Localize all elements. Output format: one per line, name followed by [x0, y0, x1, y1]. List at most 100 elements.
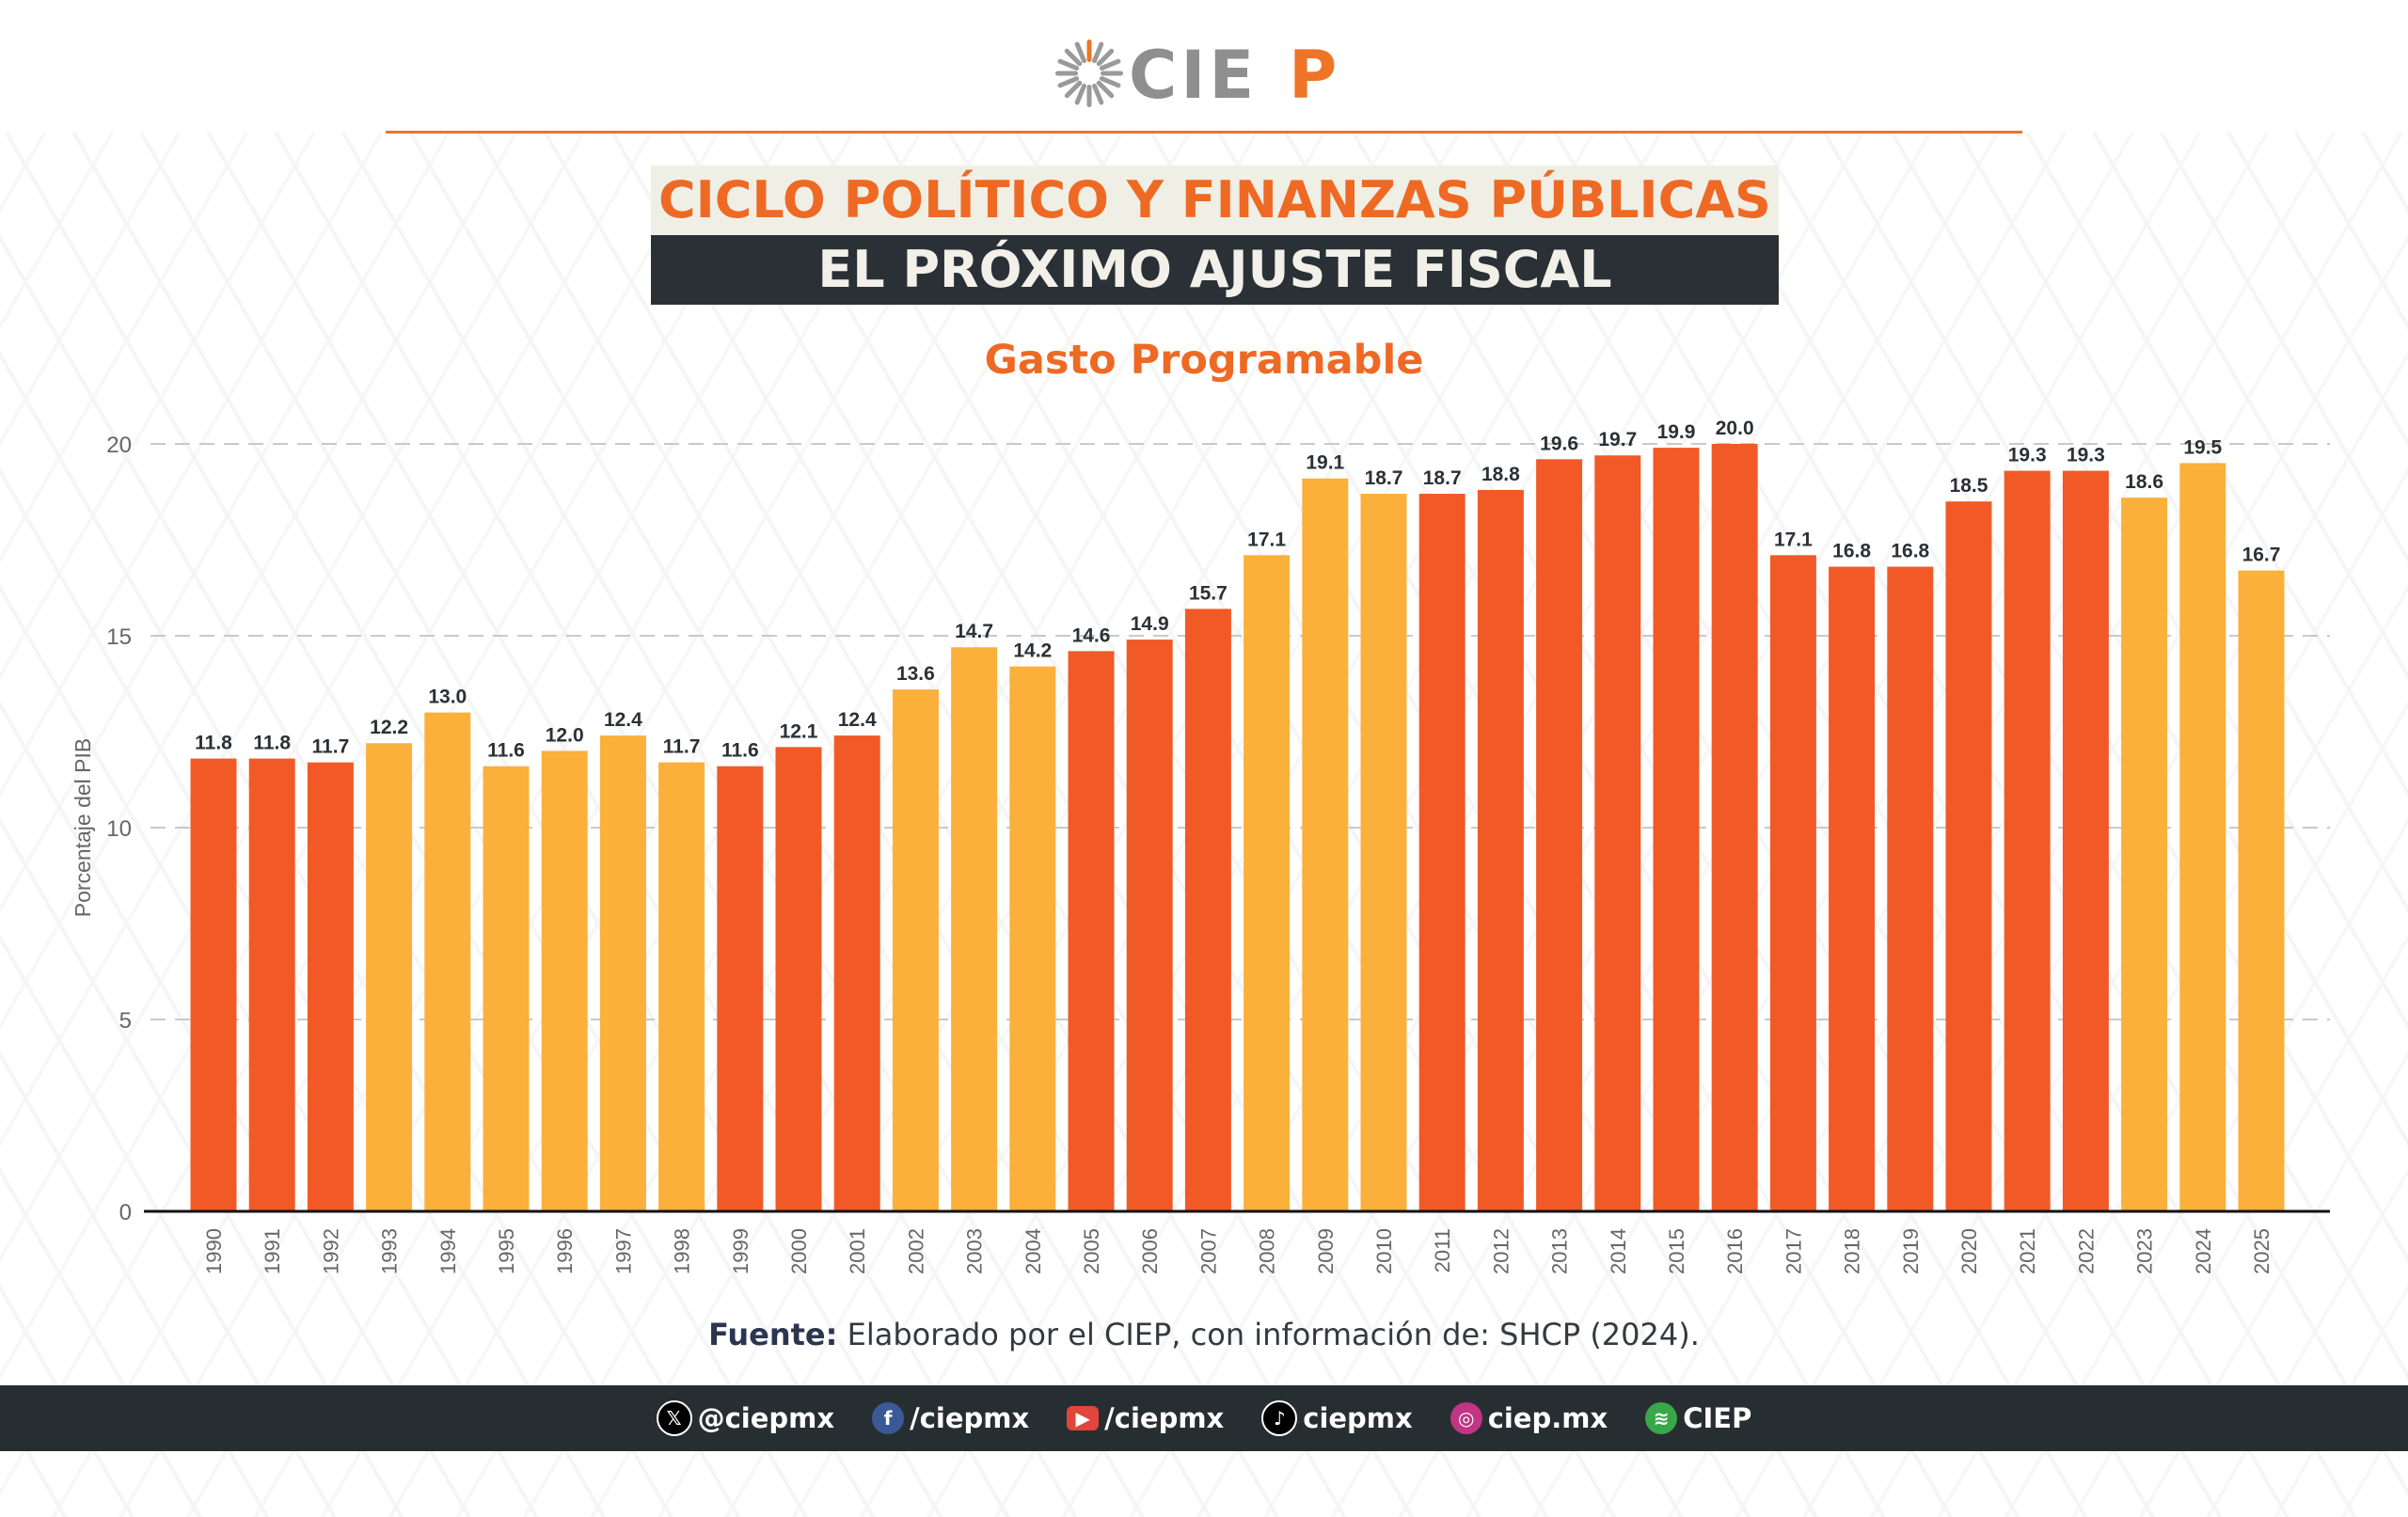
y-axis-label: Porcentaje del PIB: [71, 738, 95, 918]
social-link-youtube[interactable]: ▶/ciepmx: [1067, 1402, 1224, 1434]
bar-2024: [2179, 463, 2226, 1211]
bar-2002: [892, 689, 939, 1211]
social-link-x[interactable]: 𝕏 @ciepmx: [656, 1400, 835, 1436]
source-label: Fuente:: [708, 1317, 838, 1352]
bar-1999: [717, 766, 764, 1211]
data-label: 11.6: [721, 740, 759, 762]
data-label: 12.2: [370, 717, 408, 738]
x-tick-label: 2018: [1841, 1228, 1864, 1274]
logo-ray: [1057, 58, 1080, 71]
x-tick-label: 2004: [1022, 1228, 1045, 1274]
x-tick-label: 1997: [611, 1228, 635, 1274]
tiktok-icon: ♪: [1261, 1400, 1298, 1436]
logo-ray: [1096, 48, 1115, 67]
logo-ray: [1057, 76, 1080, 88]
bar-2009: [1302, 478, 1349, 1212]
data-label: 11.6: [487, 740, 525, 762]
social-handle: CIEP: [1683, 1402, 1752, 1434]
bar-2008: [1244, 555, 1291, 1211]
y-tick-label: 20: [106, 433, 132, 458]
data-label: 19.3: [2008, 445, 2047, 466]
y-tick-label: 10: [106, 816, 132, 842]
logo-ray: [1064, 48, 1083, 67]
logo-ray: [1101, 71, 1123, 76]
data-label: 16.8: [1832, 541, 1871, 562]
bar-chart: 0 5 10 15 20 Porcentaje del PIB 11.8 1990 11.8 19…: [71, 418, 2330, 1274]
social-handle: ciep.mx: [1487, 1402, 1608, 1434]
social-link-facebook[interactable]: f/ciepmx: [872, 1402, 1029, 1434]
x-tick-label: 2025: [2250, 1228, 2273, 1274]
data-label: 20.0: [1716, 418, 1754, 439]
y-tick-label: 15: [106, 624, 132, 650]
bar-2021: [2004, 470, 2051, 1211]
bar-2014: [1594, 455, 1641, 1211]
bar-2010: [1360, 494, 1407, 1211]
bar-2016: [1711, 444, 1758, 1211]
data-label: 11.7: [312, 736, 350, 758]
x-icon: 𝕏: [656, 1400, 692, 1436]
x-tick-label: 2014: [1607, 1228, 1630, 1274]
youtube-icon: ▶: [1067, 1406, 1100, 1430]
svg-text:P: P: [1289, 37, 1337, 111]
x-tick-label: 2019: [1899, 1228, 1923, 1274]
social-handle: @ciepmx: [697, 1402, 835, 1434]
ciep-logo: CIE P: [1055, 37, 1337, 111]
x-tick-label: 2015: [1665, 1228, 1688, 1274]
x-tick-label: 2007: [1196, 1228, 1220, 1274]
x-tick-label: 2009: [1314, 1228, 1338, 1274]
bar-1997: [599, 735, 646, 1211]
bar-2015: [1653, 448, 1700, 1211]
x-tick-label: 2012: [1489, 1228, 1513, 1274]
logo-ray: [1092, 83, 1104, 105]
bar-2017: [1769, 555, 1816, 1211]
x-tick-label: 2023: [2133, 1228, 2157, 1274]
data-label: 11.8: [195, 733, 232, 754]
data-label: 12.0: [546, 724, 584, 746]
x-tick-label: 1994: [436, 1228, 460, 1274]
bar-1993: [366, 743, 413, 1211]
data-label: 19.1: [1306, 452, 1344, 474]
logo-ray: [1074, 83, 1086, 105]
x-tick-label: 1990: [202, 1228, 226, 1274]
x-tick-label: 1993: [378, 1228, 402, 1274]
x-tick-label: 2001: [846, 1228, 869, 1274]
data-label: 18.7: [1365, 467, 1403, 489]
data-label: 13.0: [428, 687, 467, 708]
data-label: 17.1: [1247, 529, 1286, 550]
social-link-spotify[interactable]: ≋ CIEP: [1645, 1402, 1751, 1434]
x-tick-label: 1992: [319, 1228, 342, 1274]
x-tick-label: 2002: [904, 1228, 927, 1274]
logo-ray: [1064, 80, 1083, 99]
main-subtitle: EL PRÓXIMO AJUSTE FISCAL: [651, 235, 1779, 305]
data-label: 11.8: [253, 733, 291, 754]
data-label: 12.4: [604, 709, 642, 731]
x-tick-label: 2010: [1372, 1228, 1396, 1274]
x-tick-label: 2020: [1957, 1228, 1981, 1274]
header-divider: [386, 131, 2022, 134]
logo-ray: [1096, 80, 1115, 99]
data-label: 18.8: [1481, 464, 1520, 485]
bar-1998: [658, 762, 705, 1211]
logo-ray: [1099, 58, 1121, 71]
x-tick-label: 2005: [1080, 1228, 1103, 1274]
logo-ray: [1092, 41, 1104, 64]
bar-2018: [1829, 566, 1876, 1211]
bar-2013: [1536, 459, 1583, 1211]
bar-2025: [2238, 570, 2285, 1211]
data-label: 19.7: [1598, 429, 1637, 450]
x-tick-label: 2013: [1548, 1228, 1572, 1274]
y-tick-label: 5: [119, 1008, 132, 1034]
facebook-icon: f: [872, 1402, 905, 1434]
y-tick-label: 0: [119, 1200, 132, 1225]
social-link-tiktok[interactable]: ♪ ciepmx: [1261, 1400, 1413, 1436]
x-tick-label: 2016: [1723, 1228, 1747, 1274]
x-tick-label: 2017: [1782, 1228, 1805, 1274]
x-tick-label: 2003: [963, 1228, 987, 1274]
x-tick-label: 2006: [1138, 1228, 1162, 1274]
data-label: 18.6: [2125, 471, 2163, 493]
x-tick-label: 2008: [1256, 1228, 1279, 1274]
logo-ray: [1086, 85, 1092, 107]
social-footer: 𝕏 @ciepmx f/ciepmx ▶/ciepmx ♪ ciepmx ◎ ciep.mx ≋…: [0, 1385, 2408, 1451]
x-tick-label: 1991: [261, 1228, 284, 1274]
social-link-instagram[interactable]: ◎ ciep.mx: [1450, 1402, 1608, 1434]
